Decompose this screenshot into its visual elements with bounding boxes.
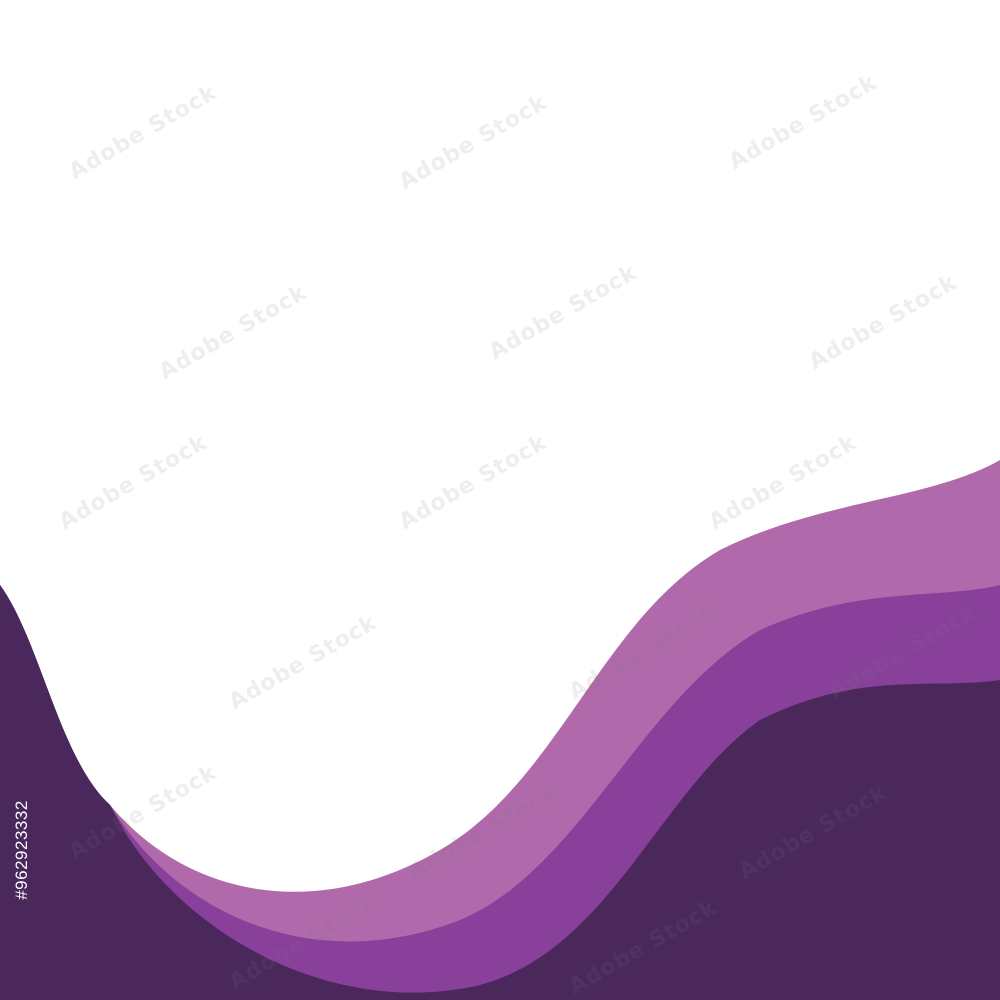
- stock-id-text: #962923332: [12, 800, 31, 900]
- left-dark-hill: [0, 585, 260, 1000]
- dark-purple-wave: [0, 585, 1000, 1000]
- stock-id-label: #962923332: [10, 765, 34, 935]
